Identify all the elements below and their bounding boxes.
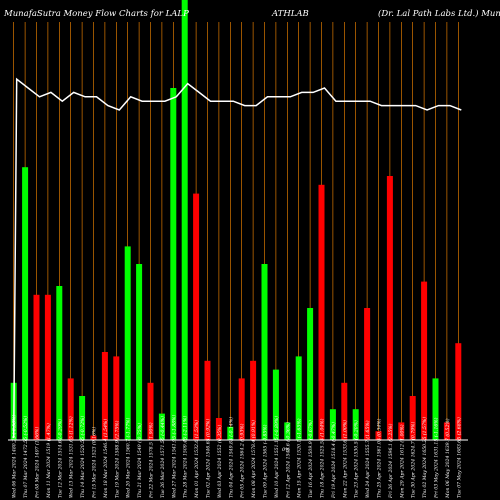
x-tick-label: Mon 18 Mar 2024 1546.4 (1.54%) (102, 419, 109, 499)
x-tick-label: Mon 08 Apr 2024 1578.4 (0.91%) (250, 420, 257, 499)
x-tick-label: Thu 02 May 2024 1650.25 (1.57%) (421, 417, 428, 498)
money-flow-bar (421, 281, 428, 440)
x-tick-label: Wed 24 Apr 2024 1555.7 (1.65%) (364, 420, 371, 498)
money-flow-bar (227, 426, 234, 440)
zero-percent-tick: 0% (282, 447, 290, 453)
price-line-group (12, 77, 462, 439)
money-flow-bar (272, 369, 279, 440)
money-flow-bar (443, 422, 450, 440)
money-flow-bar (250, 360, 257, 440)
x-tick-label: Tue 19 Mar 2024 1588.9 (2.75%) (113, 420, 120, 498)
money-flow-bar (329, 409, 336, 440)
money-flow-bar (284, 422, 291, 440)
money-flow-bar (22, 167, 29, 440)
money-flow-bar (113, 356, 120, 440)
money-flow-bar (398, 422, 405, 440)
x-tick-label: Wed 03 Apr 2024 1552 (0.35%) (216, 425, 223, 498)
money-flow-bar (455, 343, 462, 440)
header-right: (Dr. Lal Path Labs Ltd.) Munaf (378, 8, 500, 19)
x-tick-label: Thu 14 Mar 2024 1520.55 (-0.72%) (79, 416, 86, 498)
x-tick-label: Tue 09 Apr 2024 1565 (-0.85%) (262, 424, 269, 498)
x-tick-label: Thu 07 Mar 2024 1472.55 (-0.52%) (22, 416, 29, 498)
x-tick-label: Thu 21 Mar 2024 1549 (-0.75%) (136, 423, 143, 498)
x-tick-label: Fri 05 Apr 2024 1564.2 (0.93%) (239, 423, 246, 499)
money-flow-bar (124, 246, 131, 440)
money-flow-bar (170, 88, 177, 440)
money-flow-bar (101, 352, 108, 440)
money-flow-bar (147, 382, 154, 440)
x-tick-label: Wed 10 Apr 2024 1551.15 (-0.89%) (273, 416, 280, 498)
money-flow-bar (67, 378, 74, 440)
x-tick-label: Wed 13 Mar 2024 1531.65 (1.12%) (68, 416, 75, 498)
x-tick-label: Mon 22 Apr 2024 1533.6 (1.00%) (341, 420, 348, 499)
x-tick-label: Mon 11 Mar 2024 1519 (1.47%) (45, 423, 52, 499)
money-flow-bar (204, 360, 211, 440)
x-tick-label: Tue 16 Apr 2024 1509.9 (-0.67%) (307, 420, 314, 498)
money-flow-bar (79, 396, 86, 440)
x-tick-label: Fri 12 Apr 2024 1545.6 (-0.36%) (284, 422, 291, 499)
money-flow-bar (181, 0, 188, 440)
x-tick-label: Fri 03 May 2024 1631.15 (-1.16%) (433, 417, 440, 499)
x-tick-label: Wed 27 Mar 2024 1541.95 (-1.88%) (170, 415, 177, 498)
x-tick-label: Tue 02 Apr 2024 1546.65 (0.92%) (205, 419, 212, 498)
price-line (12, 77, 462, 439)
x-tick-label: Fri 26 Apr 2024 1596.1 (2.25%) (387, 423, 394, 499)
x-tick-label: Tue 23 Apr 2024 1530.5 (-0.20%) (353, 420, 360, 498)
header-left: MunafaSutra Money Flow Charts for LALP (3, 9, 189, 19)
x-tick-label: Tue 26 Mar 2024 1571.55 (-0.44%) (159, 416, 166, 498)
money-flow-bar (432, 378, 439, 440)
money-flow-bar (56, 286, 63, 440)
x-tick-label: Thu 18 Apr 2024 1525.55 (1.04%) (319, 418, 326, 498)
money-flow-bar (364, 308, 371, 440)
x-tick-label: Thu 04 Apr 2024 1549.85 (-0.14%) (227, 417, 234, 498)
x-tick-label: Thu 25 Apr 2024 1561.05 (0.34%) (376, 418, 383, 498)
x-axis-labels: Wed 06 Mar 2024 1480.25 (-0.58%) Thu 07 M… (11, 415, 463, 499)
x-tick-label: Fri 19 Apr 2024 1518.4 (-0.47%) (330, 422, 337, 499)
money-flow-bar (44, 294, 51, 440)
x-tick-label: Tue 12 Mar 2024 1514.6 (-0.29%) (56, 419, 63, 498)
x-tick-label: Wed 06 Mar 2024 1480.25 (-0.58%) (11, 415, 18, 498)
money-flow-bar (307, 308, 314, 440)
money-flow-bar (318, 184, 325, 440)
money-flow-bar (352, 409, 359, 440)
x-tick-label: Tue 30 Apr 2024 1624.7 (0.79%) (410, 422, 417, 498)
money-flow-bar (261, 264, 268, 440)
x-tick-label: Fri 08 Mar 2024 1497 (1.66%) (34, 427, 41, 499)
money-flow-bar (409, 396, 416, 440)
x-tick-label: Fri 15 Mar 2024 1523 (0.16%) (91, 427, 98, 499)
money-flow-bar (341, 382, 348, 440)
x-tick-label: Tue 07 May 2024 1683.65 (2.68%) (455, 417, 462, 498)
header-center: ATHLAB (271, 9, 309, 19)
money-flow-bar (33, 294, 40, 440)
x-tick-label: Fri 22 Mar 2024 1578.5 (1.90%) (148, 422, 155, 499)
money-flow-bar (295, 356, 302, 440)
x-tick-label: Mon 06 May 2024 1639.7 (0.52%) (444, 418, 451, 499)
x-tick-label: Thu 28 Mar 2024 1509.45 (-2.11%) (182, 416, 189, 498)
money-flow-bar (158, 413, 165, 440)
money-flow-bar (193, 193, 200, 440)
money-flow-bar (375, 431, 382, 440)
money-flow-bar (238, 378, 245, 440)
bars-group (10, 0, 462, 440)
money-flow-bar (136, 264, 143, 440)
money-flow-bar (215, 418, 222, 440)
x-tick-label: Mon 29 Apr 2024 1612 (1.00%) (398, 424, 405, 499)
money-flow-bar (90, 435, 97, 440)
x-tick-label: Mon 01 Apr 2024 1532.6 (1.53%) (193, 420, 200, 499)
x-tick-label: Mon 15 Apr 2024 1520.1 (-1.65%) (296, 418, 303, 499)
money-flow-bar (386, 176, 393, 440)
x-tick-label: Wed 20 Mar 2024 1560.7 (-1.77%) (125, 418, 132, 498)
